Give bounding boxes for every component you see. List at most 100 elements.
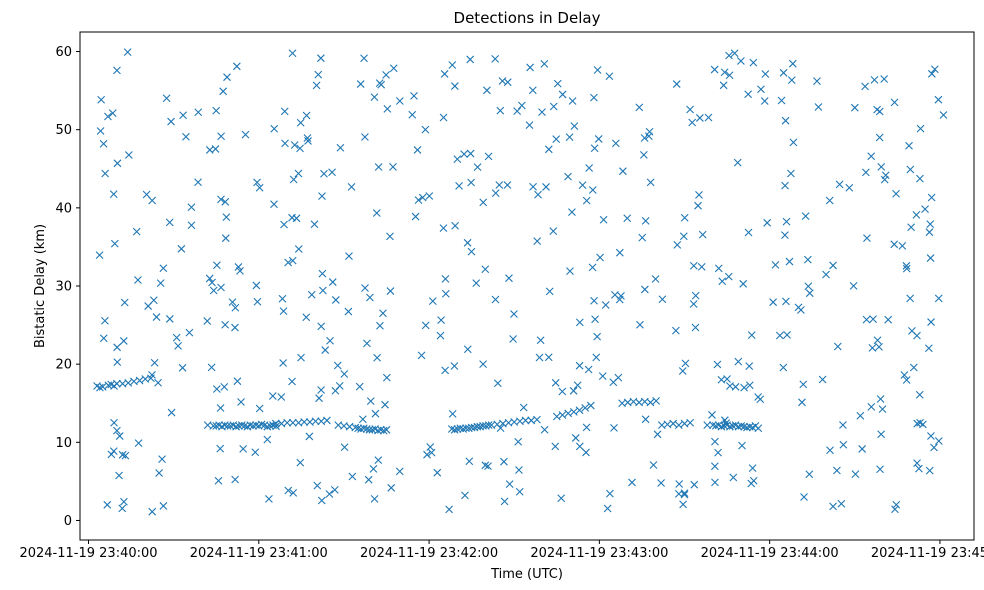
detection-point [249,422,258,430]
detection-point [370,495,379,503]
detection-point [216,404,225,412]
detection-point [315,394,323,403]
detection-point [451,221,460,230]
detection-point [418,193,427,202]
detection-point [611,139,620,148]
detection-point [237,421,246,430]
detection-point [366,397,375,405]
detection-point [890,240,899,249]
detection-point [710,65,719,74]
detection-point [321,346,330,354]
detection-point [355,382,364,391]
detection-point [603,504,612,513]
detection-point [312,81,321,90]
detection-point [389,64,398,73]
detection-point [167,117,175,126]
detection-point [552,135,561,144]
detection-point [239,445,248,453]
detection-point [892,500,901,509]
detection-point [115,432,124,440]
detection-point [503,181,512,189]
detection-point [448,410,457,418]
detection-point [863,234,871,243]
detection-point [747,331,756,339]
detection-point [109,190,118,198]
detection-point [564,172,572,181]
detection-point [839,440,848,449]
detection-point [927,432,935,440]
detection-point [788,59,797,68]
detection-point [381,400,389,409]
detection-point [926,220,935,228]
detection-point [805,289,814,298]
detection-point [900,371,909,379]
detection-point [564,409,573,418]
detection-point [283,418,292,427]
detection-point [103,500,112,509]
detection-point [361,284,369,292]
detection-point [351,423,360,432]
detection-point [733,158,742,167]
detection-point [370,93,379,102]
detection-point [640,134,649,142]
detection-point [366,293,374,302]
detection-point [134,439,143,447]
detection-point [851,470,860,479]
detection-point [876,395,885,403]
detection-point [107,450,116,459]
detection-point [484,421,493,430]
detection-point [109,447,118,455]
detection-point [729,473,738,482]
detection-point [185,328,194,337]
detection-point [302,313,311,322]
detection-point [593,66,602,74]
detection-point [926,254,935,262]
detection-point [744,228,753,237]
detection-point [703,421,712,430]
detection-point [641,415,650,424]
detection-point [825,196,834,205]
detection-point [657,479,665,487]
detection-point [927,69,936,78]
detection-point [710,462,719,471]
detection-point [913,459,921,468]
detection-point [155,469,164,477]
detection-point [491,295,500,304]
detection-point [868,343,877,352]
detection-point [924,344,933,353]
detection-point [743,423,751,432]
detection-point [592,353,601,362]
detection-point [182,132,190,141]
detection-point [156,279,165,288]
detection-point [361,133,369,141]
detection-point [212,106,221,115]
detection-point [96,127,105,135]
detection-point [220,382,229,391]
detection-point [638,233,647,242]
detection-point [570,122,579,130]
detection-point [187,221,196,230]
detection-point [374,426,382,435]
detection-point [382,373,391,382]
detection-point [850,103,859,112]
detection-point [427,448,436,457]
detection-point [610,424,618,432]
detection-point [681,359,690,368]
detection-point [925,466,934,475]
detection-point [744,90,753,99]
detection-point [437,316,445,324]
detection-point [573,381,582,390]
detection-point [869,315,877,324]
detection-point [588,186,597,194]
detection-point [845,183,854,192]
detection-point [877,162,886,171]
detection-point [877,430,886,439]
detection-point [152,313,161,321]
detection-point [719,81,728,90]
detection-point [460,150,468,158]
detection-point [708,411,716,419]
y-tick-label: 0 [64,514,72,529]
detection-point [881,171,890,180]
detection-point [376,321,384,330]
detection-point [123,48,132,57]
